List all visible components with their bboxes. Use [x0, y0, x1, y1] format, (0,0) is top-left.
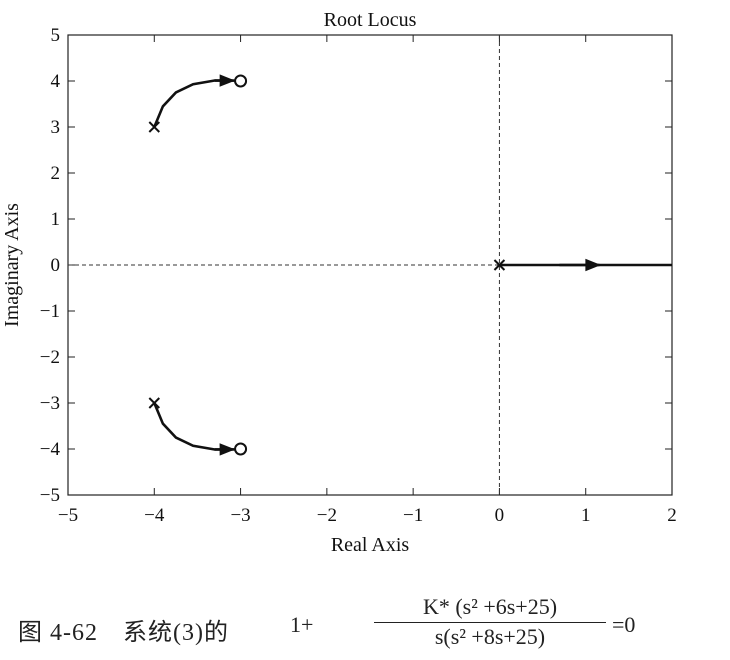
x-tick-label: −5	[58, 505, 78, 526]
figure-caption: 图 4-62 系统(3)的 1+ K* (s² +6s+25) s(s² +8s…	[18, 594, 718, 656]
pole-marker	[148, 121, 160, 133]
x-tick-label: 1	[581, 505, 591, 526]
y-tick-label: 1	[51, 209, 61, 230]
x-tick-label: 2	[667, 505, 677, 526]
chart-title: Root Locus	[324, 9, 417, 31]
y-tick-label: 4	[51, 71, 61, 92]
pole-stroke-b	[148, 121, 160, 133]
y-tick-label: −2	[40, 347, 60, 368]
caption-equation-one: 1+	[290, 612, 314, 637]
pole-stroke-b	[148, 397, 160, 409]
y-axis-label: Imaginary Axis	[1, 203, 23, 327]
root-locus-chart: −5 −4 −3 −2 −1 0 1 2 −5 −4 −3 −2 −1 0 1 2 3 4 5 Root Locus R…	[1, 9, 677, 556]
caption-denominator: s(s² +8s+25)	[434, 624, 546, 649]
y-tick-label: 3	[51, 117, 61, 138]
y-tick-label: −4	[40, 439, 61, 460]
y-tick-label: −1	[40, 301, 60, 322]
x-tick-label: −2	[317, 505, 337, 526]
x-tick-label: −1	[403, 505, 423, 526]
locus-branch-1	[153, 79, 241, 128]
x-tick-label: 0	[495, 505, 505, 526]
y-tick-label: 2	[51, 163, 61, 184]
locus-branch-2	[153, 402, 241, 451]
caption-rhs: =0	[612, 612, 636, 637]
pole-marker	[148, 397, 160, 409]
y-tick-label: −3	[40, 393, 60, 414]
y-tick-label: −5	[40, 485, 60, 506]
caption-label: 图 4-62 系统(3)的	[18, 620, 229, 646]
pole-marker	[493, 259, 506, 271]
caption-fraction: K* (s² +6s+25) s(s² +8s+25)	[374, 594, 606, 650]
x-tick-label: −3	[230, 505, 250, 526]
pole-stroke-b	[493, 259, 506, 271]
zero-marker	[234, 442, 248, 456]
y-tick-label: 5	[51, 25, 61, 46]
x-axis-label: Real Axis	[331, 534, 410, 556]
zero-marker	[234, 74, 248, 88]
caption-numerator: K* (s² +6s+25)	[374, 594, 606, 623]
y-tick-label: 0	[51, 255, 61, 276]
x-tick-label: −4	[144, 505, 165, 526]
